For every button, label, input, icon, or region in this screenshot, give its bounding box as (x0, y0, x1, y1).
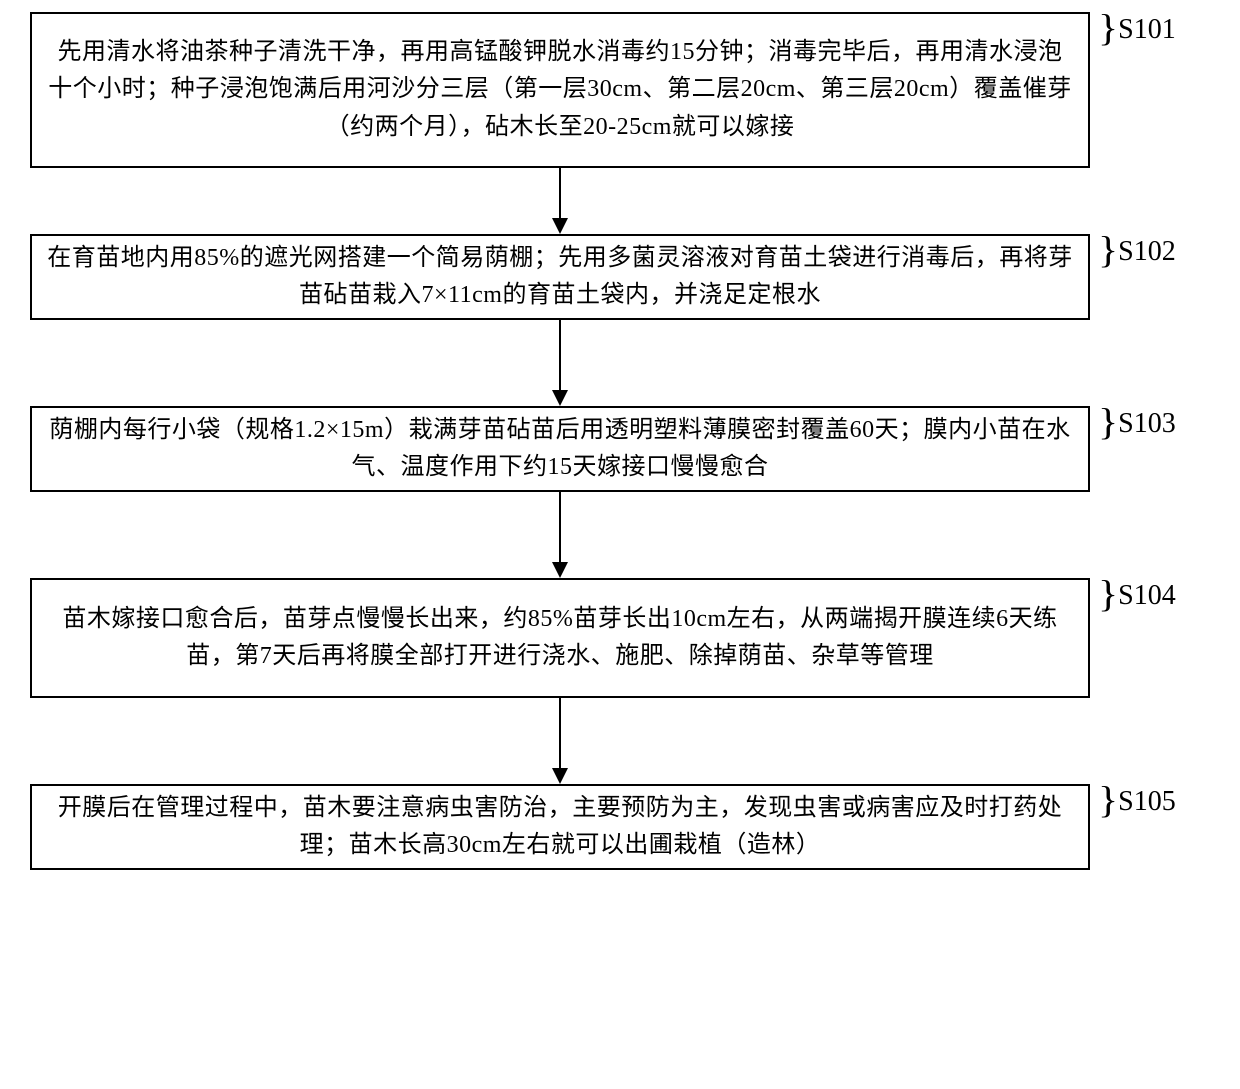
arrow-s102-s103 (30, 320, 1090, 406)
step-row-s103: 荫棚内每行小袋（规格1.2×15m）栽满芽苗砧苗后用透明塑料薄膜密封覆盖60天；… (30, 406, 1210, 492)
brace-icon: } (1098, 782, 1118, 820)
brace-icon: } (1098, 232, 1118, 270)
flowchart-container: 先用清水将油茶种子清洗干净，再用高锰酸钾脱水消毒约15分钟；消毒完毕后，再用清水… (30, 12, 1210, 870)
step-label-s105: } S105 (1098, 784, 1176, 822)
arrow-s103-s104 (30, 492, 1090, 578)
step-id-s101: S101 (1118, 14, 1176, 46)
step-text-s102: 在育苗地内用85%的遮光网搭建一个简易荫棚；先用多菌灵溶液对育苗土袋进行消毒后，… (46, 240, 1074, 314)
arrow-s104-s105 (30, 698, 1090, 784)
arrow-s101-s102 (30, 168, 1090, 234)
step-box-s102: 在育苗地内用85%的遮光网搭建一个简易荫棚；先用多菌灵溶液对育苗土袋进行消毒后，… (30, 234, 1090, 320)
brace-icon: } (1098, 576, 1118, 614)
arrow-down-icon (548, 698, 572, 784)
step-text-s101: 先用清水将油茶种子清洗干净，再用高锰酸钾脱水消毒约15分钟；消毒完毕后，再用清水… (46, 34, 1074, 146)
step-id-s105: S105 (1118, 786, 1176, 818)
step-box-s104: 苗木嫁接口愈合后，苗芽点慢慢长出来，约85%苗芽长出10cm左右，从两端揭开膜连… (30, 578, 1090, 698)
arrow-down-icon (548, 168, 572, 234)
step-label-s104: } S104 (1098, 578, 1176, 616)
step-id-s104: S104 (1118, 580, 1176, 612)
step-id-s103: S103 (1118, 408, 1176, 440)
step-box-s105: 开膜后在管理过程中，苗木要注意病虫害防治，主要预防为主，发现虫害或病害应及时打药… (30, 784, 1090, 870)
step-row-s105: 开膜后在管理过程中，苗木要注意病虫害防治，主要预防为主，发现虫害或病害应及时打药… (30, 784, 1210, 870)
step-row-s101: 先用清水将油茶种子清洗干净，再用高锰酸钾脱水消毒约15分钟；消毒完毕后，再用清水… (30, 12, 1210, 168)
step-label-s101: } S101 (1098, 12, 1176, 50)
step-id-s102: S102 (1118, 236, 1176, 268)
arrow-down-icon (548, 492, 572, 578)
step-box-s101: 先用清水将油茶种子清洗干净，再用高锰酸钾脱水消毒约15分钟；消毒完毕后，再用清水… (30, 12, 1090, 168)
step-text-s104: 苗木嫁接口愈合后，苗芽点慢慢长出来，约85%苗芽长出10cm左右，从两端揭开膜连… (46, 601, 1074, 675)
arrow-down-icon (548, 320, 572, 406)
step-label-s103: } S103 (1098, 406, 1176, 444)
brace-icon: } (1098, 404, 1118, 442)
step-text-s105: 开膜后在管理过程中，苗木要注意病虫害防治，主要预防为主，发现虫害或病害应及时打药… (46, 790, 1074, 864)
step-text-s103: 荫棚内每行小袋（规格1.2×15m）栽满芽苗砧苗后用透明塑料薄膜密封覆盖60天；… (46, 412, 1074, 486)
step-box-s103: 荫棚内每行小袋（规格1.2×15m）栽满芽苗砧苗后用透明塑料薄膜密封覆盖60天；… (30, 406, 1090, 492)
step-row-s102: 在育苗地内用85%的遮光网搭建一个简易荫棚；先用多菌灵溶液对育苗土袋进行消毒后，… (30, 234, 1210, 320)
step-label-s102: } S102 (1098, 234, 1176, 272)
brace-icon: } (1098, 10, 1118, 48)
step-row-s104: 苗木嫁接口愈合后，苗芽点慢慢长出来，约85%苗芽长出10cm左右，从两端揭开膜连… (30, 578, 1210, 698)
